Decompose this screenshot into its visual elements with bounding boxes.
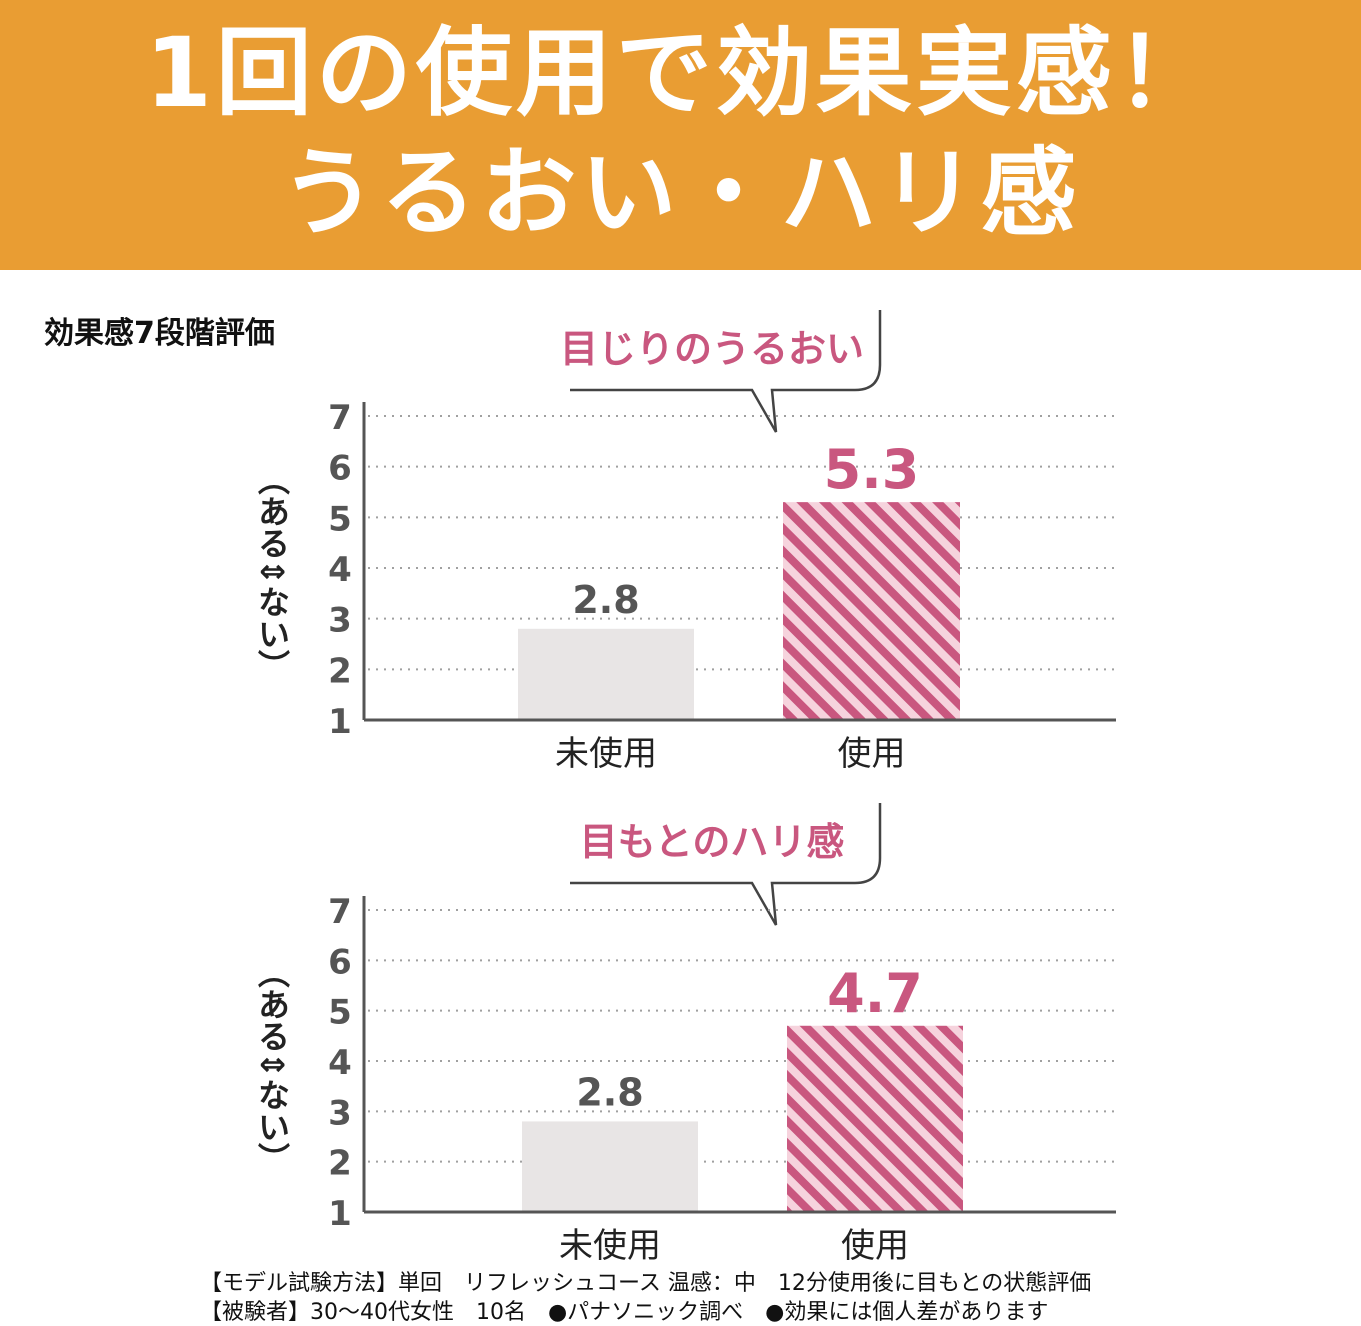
x-category-label: 未使用 [559,1226,661,1266]
y-tick-label: 4 [328,1043,352,1083]
y-axis-label: （ある⇕ない） [253,956,291,1175]
bar-value-label: 5.3 [824,438,920,501]
callout-bubble [570,310,882,433]
y-tick-label: 6 [328,449,352,489]
bar-used [787,1025,963,1211]
x-category-label: 使用 [838,734,906,774]
y-tick-label: 2 [328,651,352,691]
y-tick-label: 3 [328,1093,352,1133]
bar-unused [522,1121,698,1211]
footnote-subjects: 【被験者】30～40代女性 10名 ●パナソニック調べ ●効果には個人差がありま… [200,1300,1049,1325]
chart-title: 目じりのうるおい [560,327,864,371]
y-tick-label: 1 [328,1194,352,1234]
y-tick-label: 3 [328,601,352,641]
y-tick-label: 7 [328,892,352,932]
bar-value-label: 2.8 [576,1070,643,1114]
y-tick-label: 1 [328,702,352,742]
y-tick-label: 4 [328,550,352,590]
x-category-label: 未使用 [555,734,657,774]
x-category-label: 使用 [841,1226,909,1266]
footnote-method: 【モデル試験方法】単回 リフレッシュコース 温感：中 12分使用後に目もとの状態… [200,1271,1092,1296]
headline-banner: 1回の使用で効果実感！ うるおい・ハリ感 [0,0,1361,270]
callout-bubble [570,803,882,926]
y-tick-label: 2 [328,1144,352,1184]
y-tick-label: 5 [328,499,352,539]
y-axis-label: （ある⇕ない） [253,463,291,682]
bar-used [783,502,960,719]
bar-value-label: 4.7 [827,962,923,1025]
headline-line-2: うるおい・ハリ感 [280,137,1081,249]
chart-title: 目もとのハリ感 [580,820,845,864]
section-title: 効果感7段階評価 [44,316,275,351]
y-tick-label: 5 [328,993,352,1033]
bar-value-label: 2.8 [572,578,639,622]
headline-line-1: 1回の使用で効果実感！ [145,17,1216,129]
y-tick-label: 6 [328,942,352,982]
bar-unused [518,628,694,719]
y-tick-label: 7 [328,398,352,438]
